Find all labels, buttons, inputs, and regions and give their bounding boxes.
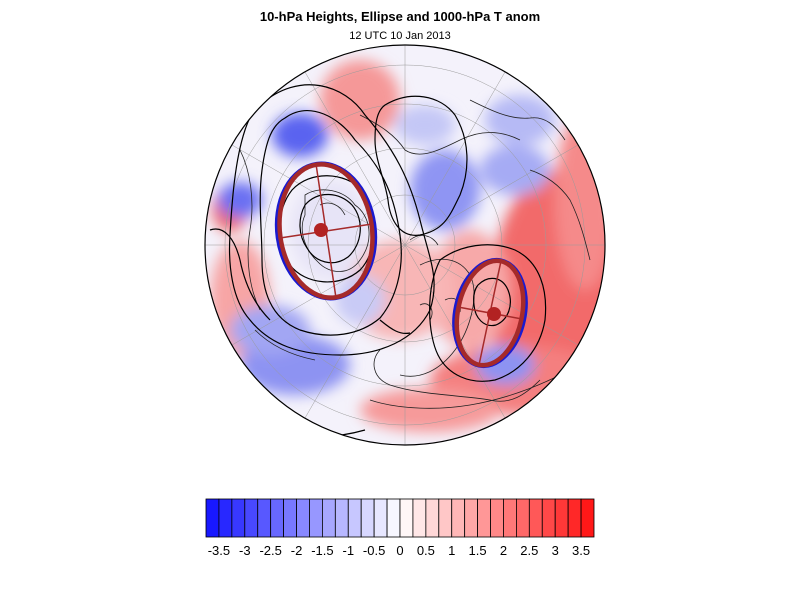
colorbar-tick-label: 2: [499, 543, 508, 558]
colorbar-tick-label: 0: [396, 543, 404, 558]
colorbar-bin: [477, 498, 491, 538]
colorbar-bin: [322, 498, 336, 538]
colorbar-bin: [244, 498, 259, 538]
colorbar-tick-label: 1: [448, 543, 456, 558]
colorbar-tick-label: 1.5: [468, 543, 487, 558]
colorbar-tick-label: -1.5: [311, 543, 334, 558]
colorbar-bin: [231, 498, 246, 538]
anomaly-field: [205, 45, 605, 445]
colorbar-bin: [309, 498, 323, 538]
colorbar-tick-label: 3.5: [572, 543, 591, 558]
colorbar-bin: [515, 498, 530, 538]
globe-outline: [204, 44, 606, 446]
colorbar-tick-label: -2: [290, 543, 303, 558]
colorbar-bin: [554, 498, 569, 538]
colorbar-bin: [360, 498, 375, 538]
colorbar-bin: [412, 498, 427, 538]
colorbar-bin: [451, 498, 466, 538]
colorbar-bin: [399, 498, 414, 538]
colorbar-bin: [257, 498, 272, 538]
colorbar-bin: [541, 498, 556, 538]
colorbar-bin: [567, 498, 582, 538]
colorbar-tick-label: -3: [239, 543, 251, 558]
plot-title: 10-hPa Heights, Ellipse and 1000-hPa T a…: [259, 9, 541, 24]
colorbar-bin: [205, 498, 220, 538]
colorbar-bin: [334, 498, 349, 538]
colorbar-bin: [283, 498, 297, 538]
colorbar-bin: [580, 498, 595, 538]
colorbar-bin: [438, 498, 453, 538]
vortex-center-east: [487, 307, 501, 321]
colorbar-bin: [386, 498, 401, 538]
colorbar-tick-label: 2.5: [520, 543, 539, 558]
colorbar-tick-label: 3: [551, 543, 559, 558]
plot-subtitle: 12 UTC 10 Jan 2013: [349, 30, 451, 42]
colorbar-bin: [425, 498, 440, 538]
colorbar-bin: [464, 498, 478, 538]
colorbar-bin: [373, 498, 388, 538]
colorbar-bin: [296, 498, 310, 538]
polar-map: [204, 44, 606, 446]
colorbar-bin: [270, 498, 284, 538]
colorbar: [205, 498, 595, 538]
colorbar-bin: [503, 498, 517, 538]
colorbar-bin: [490, 498, 504, 538]
colorbar-bin: [528, 498, 543, 538]
colorbar-tick-label: -2.5: [259, 543, 282, 558]
colorbar-tick-label: -3.5: [207, 543, 231, 558]
colorbar-bin: [218, 498, 233, 538]
colorbar-tick-label: -0.5: [362, 543, 386, 558]
vortex-center-west: [314, 223, 328, 237]
vortex-ellipses: [274, 161, 528, 369]
colorbar-tick-label: 0.5: [416, 543, 435, 558]
colorbar-tick-label: -1: [342, 543, 355, 558]
colorbar-bin: [347, 498, 362, 538]
